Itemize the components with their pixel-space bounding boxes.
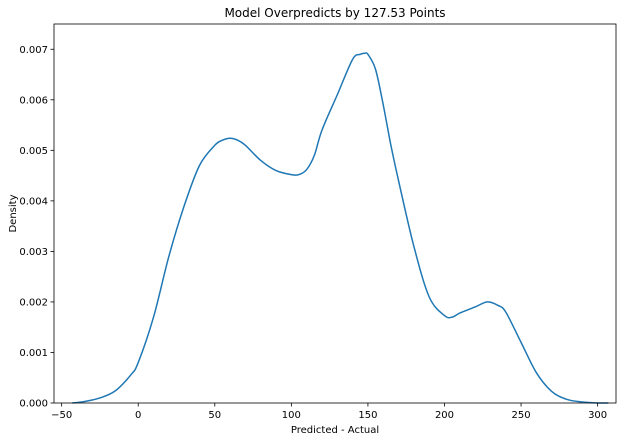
y-tick-label: 0.001 <box>19 348 48 359</box>
plot-frame <box>53 23 617 404</box>
y-tick-label: 0.004 <box>19 196 48 207</box>
plot-area <box>72 52 609 404</box>
y-axis-label: Density <box>8 194 19 232</box>
x-tick-label: 50 <box>208 410 221 421</box>
x-axis-label: Predicted - Actual <box>291 425 379 436</box>
x-tick-label: 250 <box>512 410 531 421</box>
chart-title: Model Overpredicts by 127.53 Points <box>224 6 445 20</box>
y-tick-label: 0.000 <box>19 399 48 410</box>
x-tick-label: 300 <box>588 410 607 421</box>
x-tick-label: 200 <box>435 410 454 421</box>
x-tick-label: 100 <box>282 410 301 421</box>
y-axis-ticks: 0.000 0.001 0.002 0.003 0.004 0.005 0.006 0.007 <box>19 45 54 410</box>
y-tick-label: 0.003 <box>19 247 48 258</box>
x-tick-label: −50 <box>51 410 72 421</box>
x-tick-label: 150 <box>358 410 377 421</box>
density-curve <box>72 52 609 404</box>
y-tick-label: 0.005 <box>19 146 48 157</box>
x-axis-ticks: −50 0 50 100 150 200 250 300 <box>51 403 607 421</box>
x-tick-label: 0 <box>135 410 141 421</box>
y-tick-label: 0.006 <box>19 95 48 106</box>
y-tick-label: 0.002 <box>19 297 48 308</box>
y-tick-label: 0.007 <box>19 45 48 56</box>
